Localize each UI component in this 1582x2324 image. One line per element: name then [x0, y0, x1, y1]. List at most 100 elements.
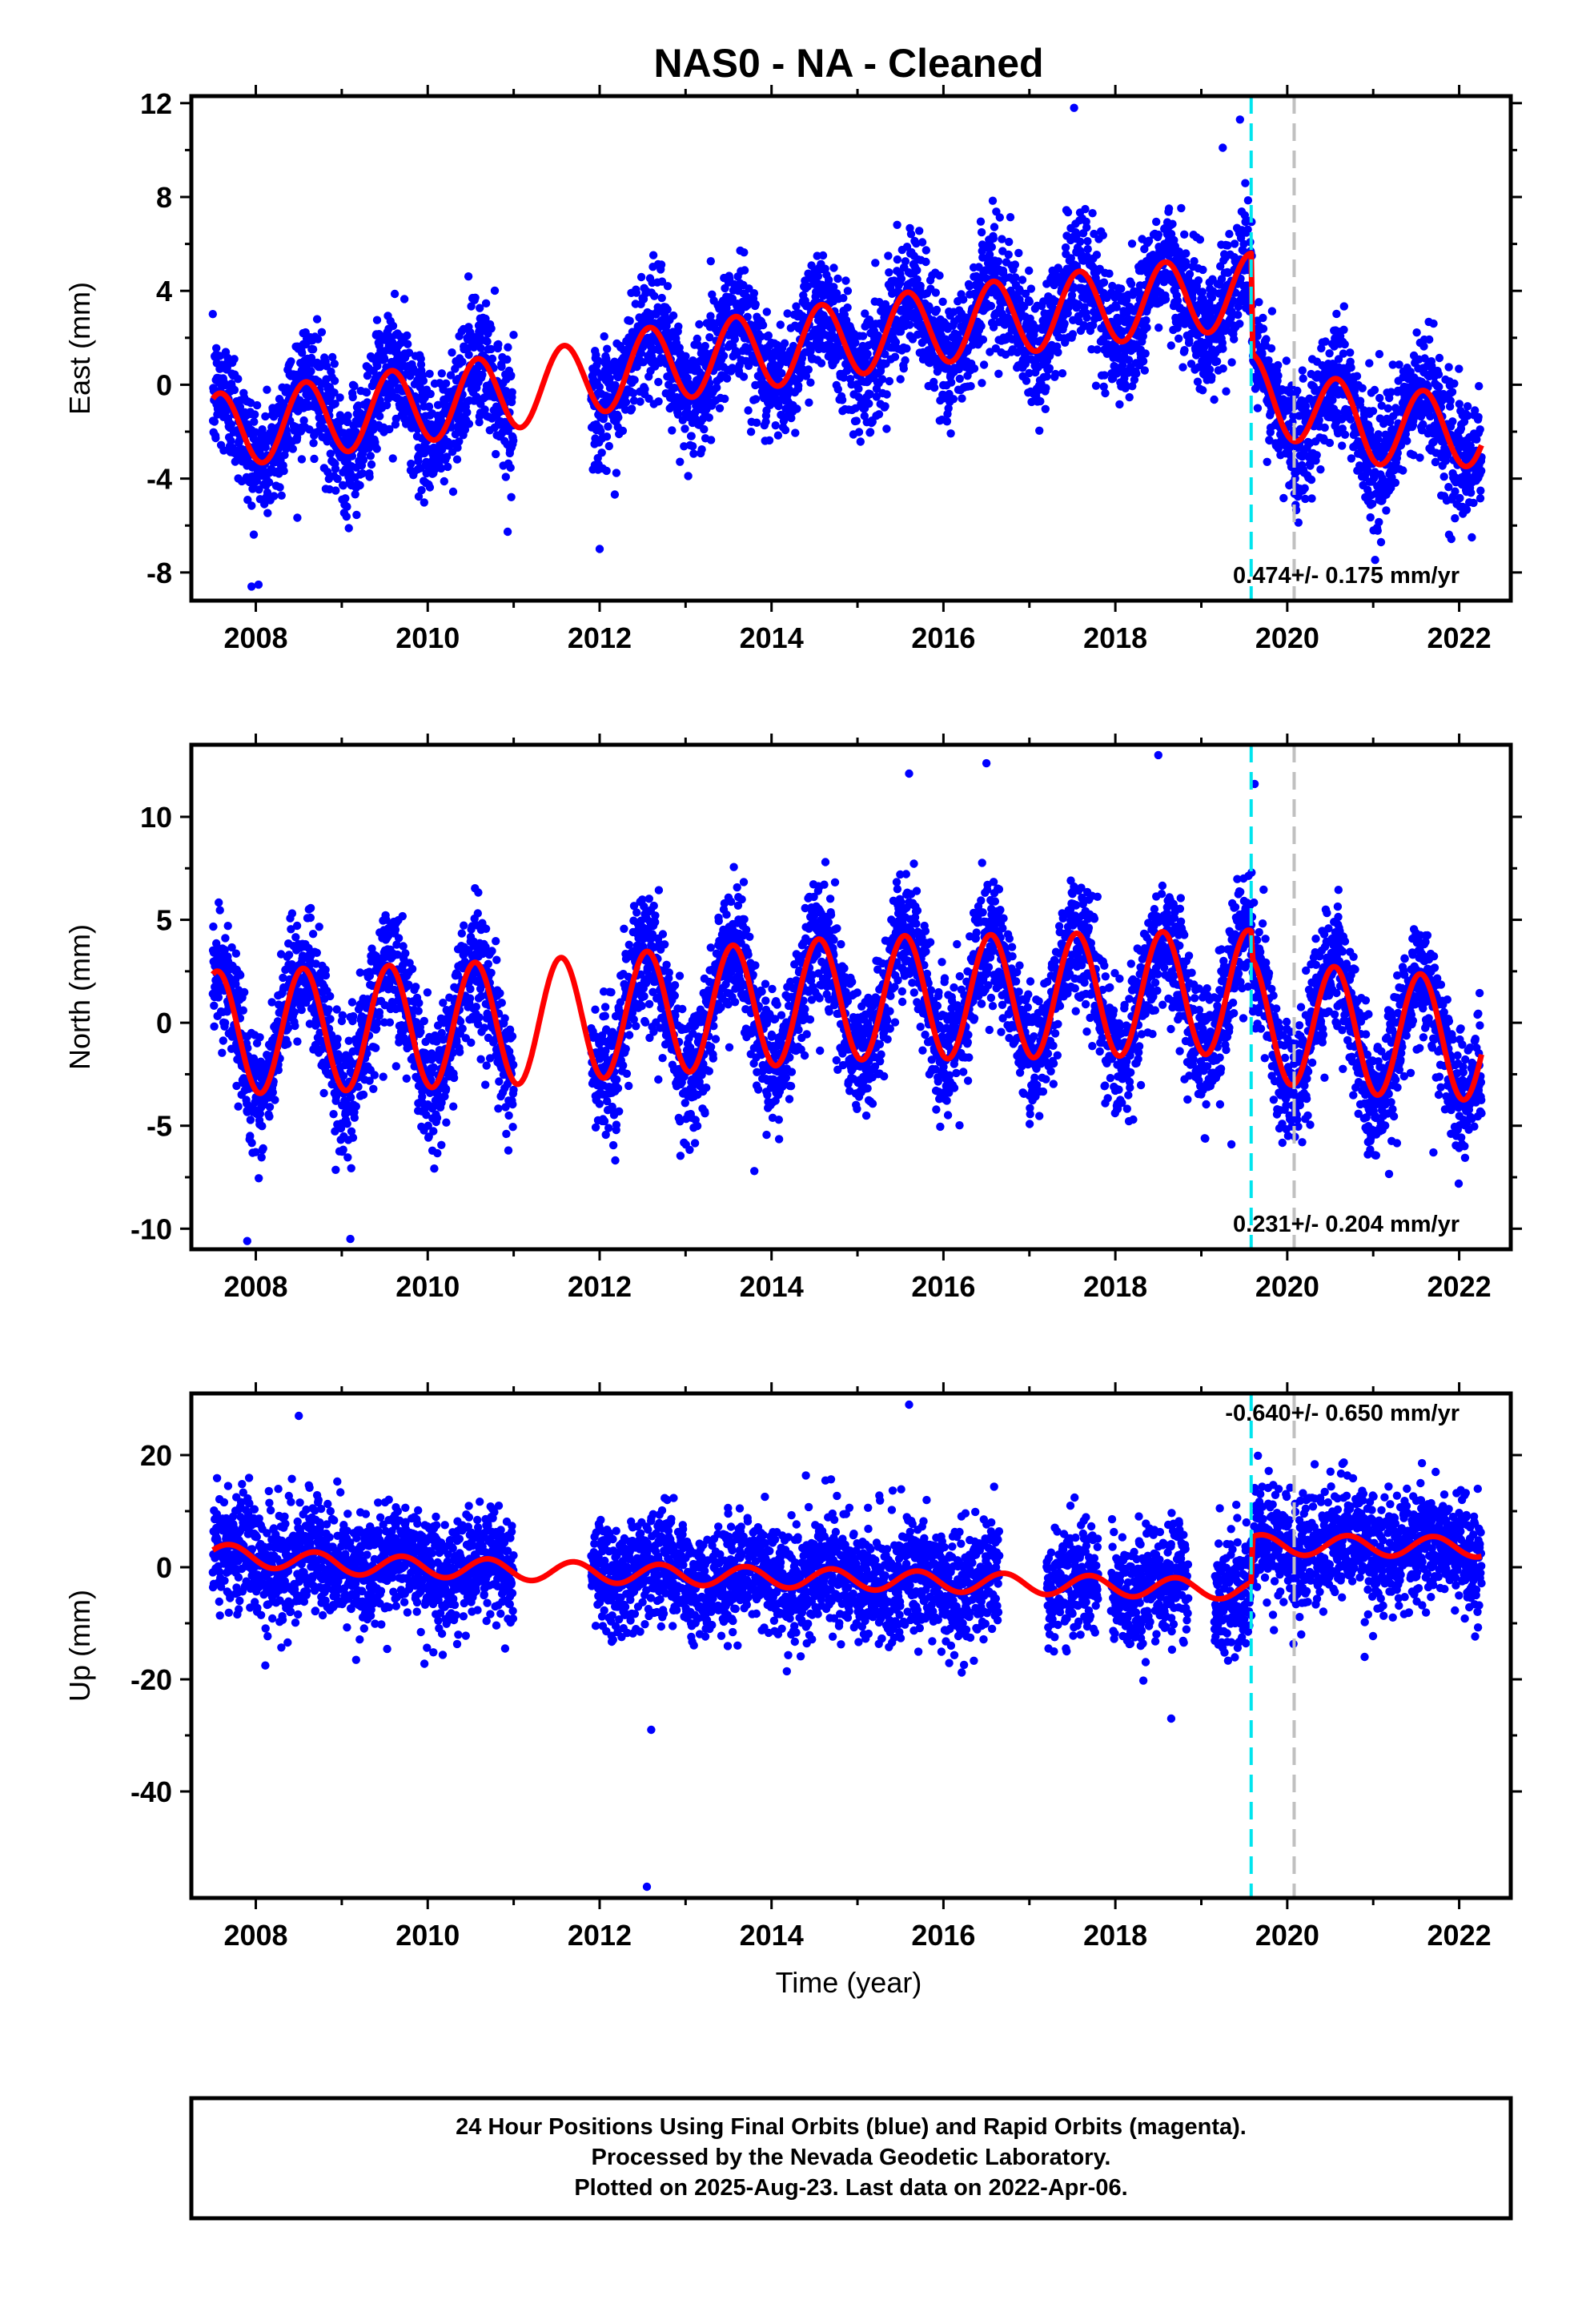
data-point [407, 459, 416, 468]
data-point [1142, 316, 1150, 325]
data-point [481, 299, 491, 308]
data-point [1195, 235, 1205, 244]
data-point [307, 367, 315, 376]
data-point [472, 392, 481, 401]
data-point [1068, 330, 1078, 339]
data-point [994, 257, 1003, 266]
data-point [1282, 356, 1291, 365]
data-point [1340, 430, 1350, 439]
data-point [721, 394, 729, 404]
data-point [416, 360, 426, 369]
data-point [1141, 349, 1150, 358]
data-point [385, 424, 394, 434]
data-point [1168, 219, 1177, 228]
data-point [323, 437, 331, 446]
data-point [492, 449, 500, 459]
data-point [689, 442, 697, 451]
data-point [425, 483, 435, 492]
data-point [260, 500, 269, 509]
data-point [1253, 404, 1263, 412]
data-point [1375, 517, 1383, 527]
data-point [751, 395, 761, 404]
data-point [931, 288, 941, 297]
data-point [455, 437, 464, 446]
data-point [1376, 537, 1386, 547]
data-point [1340, 340, 1349, 349]
data-point [288, 444, 297, 453]
data-point [1199, 265, 1207, 275]
data-point [628, 388, 638, 398]
data-point [1368, 407, 1378, 416]
data-point [764, 331, 773, 340]
data-point [1332, 309, 1341, 319]
data-point [765, 436, 774, 445]
data-point [1035, 426, 1044, 435]
data-point [896, 375, 905, 384]
data-point [1448, 417, 1457, 426]
data-point [382, 400, 391, 410]
data-point [740, 266, 749, 275]
data-point [1025, 297, 1034, 306]
data-point [1412, 328, 1421, 337]
data-point [624, 344, 633, 352]
data-point [990, 223, 999, 231]
data-point [497, 362, 506, 372]
data-point [1022, 376, 1031, 385]
data-point [989, 234, 998, 243]
data-point [1164, 204, 1174, 213]
data-point [1262, 335, 1271, 344]
data-point [884, 251, 893, 260]
data-point [1088, 209, 1097, 218]
data-point [390, 289, 400, 299]
data-point [776, 320, 785, 329]
data-point [1225, 230, 1234, 239]
data-point [1373, 526, 1383, 535]
data-point [331, 486, 340, 495]
data-point [503, 527, 512, 537]
data-point [1178, 363, 1187, 372]
data-point [1299, 374, 1307, 383]
data-point [1451, 514, 1460, 523]
data-point [352, 510, 361, 520]
data-point [777, 368, 786, 378]
data-point [227, 420, 235, 429]
data-point [693, 334, 701, 344]
data-point [1293, 386, 1302, 396]
data-point [958, 394, 966, 403]
data-point [874, 410, 884, 419]
data-point [508, 388, 516, 396]
data-point [210, 417, 219, 426]
data-point [695, 320, 704, 329]
data-point [323, 468, 332, 476]
data-point [1058, 369, 1067, 378]
data-point [1018, 275, 1027, 284]
data-point [818, 251, 828, 260]
data-point [648, 251, 658, 259]
data-point [684, 472, 693, 480]
data-point [1082, 313, 1091, 322]
data-point [1010, 260, 1020, 269]
data-point [1092, 251, 1102, 259]
data-point [987, 243, 997, 251]
data-point [367, 460, 376, 469]
data-point [358, 469, 367, 478]
data-point [681, 424, 689, 433]
data-point [1193, 377, 1203, 386]
data-point [715, 404, 725, 412]
data-point [252, 400, 262, 410]
data-point [341, 494, 350, 503]
data-point [1352, 372, 1362, 380]
data-point [780, 339, 789, 348]
data-point [1267, 307, 1277, 316]
data-point [1274, 360, 1283, 370]
data-point [1435, 382, 1443, 392]
data-point [1434, 370, 1443, 379]
data-point [328, 352, 337, 362]
data-point [882, 424, 891, 433]
data-point [317, 328, 327, 336]
data-point [1190, 257, 1199, 266]
data-point [1112, 303, 1121, 312]
data-point [921, 257, 930, 267]
data-point [247, 501, 256, 510]
data-point [917, 238, 927, 247]
